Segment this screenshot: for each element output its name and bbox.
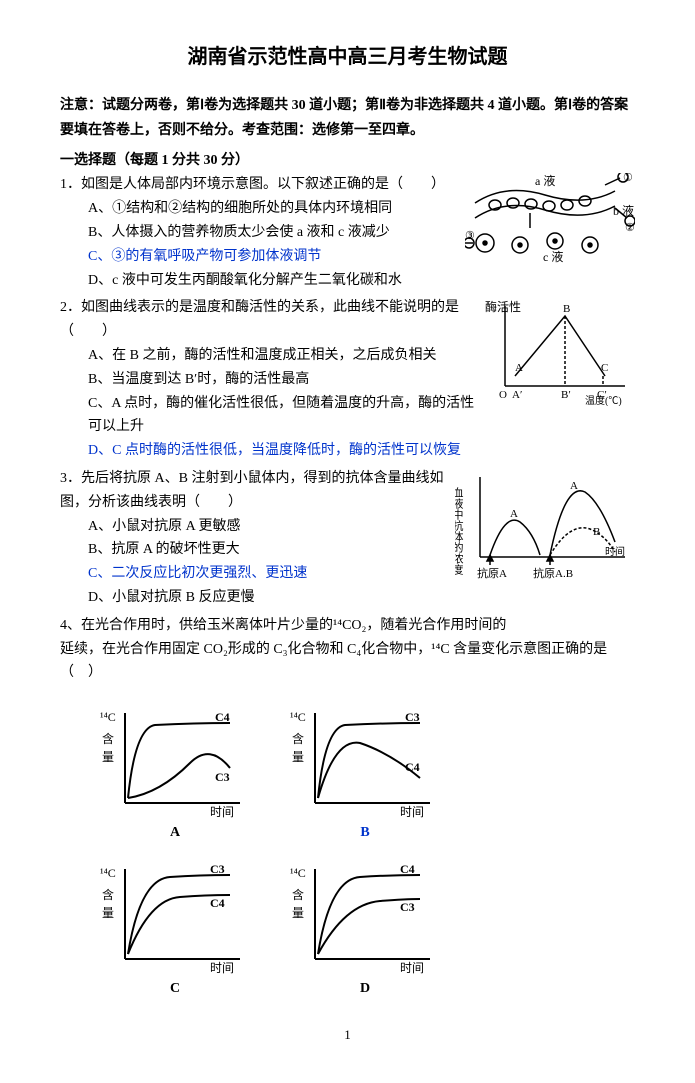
figure-q1: a 液 b 液 c 液 ① ② ③ [465,173,635,268]
chart-b: ¹⁴C 含 量 C3 C4 时间 B [290,703,440,841]
chart-row-1: ¹⁴C 含 量 C4 C3 时间 A ¹⁴C 含 量 C3 C4 时间 B [100,703,635,841]
fig2-Ap: A′ [512,389,522,401]
chart-c-ylab: ¹⁴C [100,866,116,880]
chart-b-label: B [290,825,440,841]
chart-c-label: C [100,981,250,997]
chart-c-xlab: 时间 [210,961,234,975]
chart-d: ¹⁴C 含 量 C4 C3 时间 D [290,859,440,997]
chart-a-c3: C3 [215,770,230,784]
chart-a-label: A [100,825,250,841]
chart-a-ylab: ¹⁴C [100,710,116,724]
q4-stem-l1: 4、在光合作用时，供给玉米离体叶片少量的¹⁴CO₂，随着光合作用时间的 [60,614,635,638]
fig3-xlab: 时间 [605,545,625,558]
figure-q3: 血液中抗体的浓度 A A B 时间 抗原A 抗原A.B [455,467,635,587]
chart-row-2: ¹⁴C 含 量 C3 C4 时间 C ¹⁴C 含 量 C4 C3 时间 D [100,859,635,997]
chart-b-ylab2: 含 [292,731,304,746]
fig3-B: B [593,526,600,538]
q4-stem-l2: 延续，在光合作用固定 CO₂形成的 C₃化合物和 C₄化合物中，¹⁴C 含量变化… [60,638,635,686]
fig1-c-label: c 液 [543,249,563,264]
chart-d-ylab2: 含 [292,887,304,902]
fig2-ylab: 酶活性 [485,299,521,314]
question-3: 血液中抗体的浓度 A A B 时间 抗原A 抗原A.B 3．先后将抗原 A、B … [60,467,635,610]
notice-text: 注意：试题分两卷，第Ⅰ卷为选择题共 30 道小题；第Ⅱ卷为非选择题共 4 道小题… [60,93,635,143]
q2-opt-d: D、C 点时酶的活性很低，当温度降低时，酶的活性可以恢复 [88,439,635,463]
question-1: a 液 b 液 c 液 ① ② ③ 1．如图是人体局部内环境示意图。以下叙述正确… [60,173,635,292]
chart-d-c4: C4 [400,862,415,876]
fig2-Bp: B′ [561,389,571,401]
chart-a: ¹⁴C 含 量 C4 C3 时间 A [100,703,250,841]
fig3-kA: 抗原A [477,566,507,580]
fig2-O: O [499,389,507,401]
chart-d-ylab3: 量 [292,906,304,920]
page-number: 1 [60,1027,635,1043]
chart-d-xlab: 时间 [400,961,424,975]
fig3-ylab: 血液中抗体的浓度 [455,486,464,576]
figure-q2: 酶活性 A B C O A′ B′ C′ 温度(℃) [485,296,635,406]
question-4: 4、在光合作用时，供给玉米离体叶片少量的¹⁴CO₂，随着光合作用时间的 延续，在… [60,614,635,685]
fig1-a-label: a 液 [535,173,555,188]
page-title: 湖南省示范性高中高三月考生物试题 [60,40,635,69]
fig1-n2: ② [625,222,635,234]
fig2-B: B [563,303,570,315]
fig2-xlab: 温度(℃) [585,394,622,406]
q1-opt-d: D、c 液中可发生丙酮酸氧化分解产生二氧化碳和水 [88,269,635,293]
fig2-C: C [601,362,608,374]
chart-b-xlab: 时间 [400,805,424,819]
chart-b-c3: C3 [405,710,420,724]
chart-c-c3: C3 [210,862,225,876]
chart-a-xlab: 时间 [210,805,234,819]
chart-d-label: D [290,981,440,997]
chart-c-ylab3: 量 [102,906,114,920]
chart-d-ylab: ¹⁴C [290,866,306,880]
chart-c-c4: C4 [210,896,225,910]
section-header: 一选择题（每题 1 分共 30 分） [60,149,635,169]
chart-c-ylab2: 含 [102,887,114,902]
chart-a-c4: C4 [215,710,230,724]
chart-b-c4: C4 [405,760,420,774]
chart-a-ylab3: 量 [102,750,114,764]
chart-b-ylab3: 量 [292,750,304,764]
fig2-A: A [515,362,523,374]
chart-c: ¹⁴C 含 量 C3 C4 时间 C [100,859,250,997]
question-2: 酶活性 A B C O A′ B′ C′ 温度(℃) 2．如图曲线表示的是温度和… [60,296,635,463]
fig1-b-label: b 液 [613,203,634,218]
fig3-A2: A [570,480,578,492]
q3-opt-d: D、小鼠对抗原 B 反应更慢 [88,586,635,610]
fig3-A: A [510,508,518,520]
fig3-kAB: 抗原A.B [533,566,573,580]
fig1-n1: ① [623,173,633,184]
chart-a-ylab2: 含 [102,731,114,746]
chart-d-c3: C3 [400,900,415,914]
chart-b-ylab: ¹⁴C [290,710,306,724]
fig1-n3: ③ [465,230,475,242]
